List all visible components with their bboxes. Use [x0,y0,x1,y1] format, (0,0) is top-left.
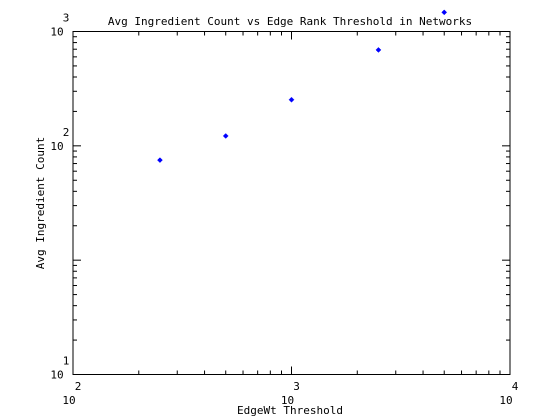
data-point [375,47,382,53]
x-tick-label: 10 [499,394,512,407]
y-tick-label: 10 [50,140,63,153]
data-point [222,133,229,139]
y-tick-label-exponent: 1 [63,355,70,368]
y-tick-label: 10 [50,26,63,39]
x-tick-label: 10 [281,394,294,407]
x-tick-label-exponent: 3 [293,380,300,393]
axis-ticks [72,31,510,375]
x-tick-label-exponent: 4 [512,380,519,393]
y-axis-label: Avg Ingredient Count [34,137,47,269]
data-points [157,9,448,163]
plot-area [72,31,511,375]
x-tick-label-exponent: 2 [75,380,82,393]
y-tick-label: 10 [50,369,63,382]
x-tick-label: 10 [62,394,75,407]
data-point [157,157,163,163]
y-tick-label-exponent: 3 [63,12,70,25]
data-point [288,96,295,103]
x-axis-label: EdgeWt Threshold [237,404,343,417]
chart-title: Avg Ingredient Count vs Edge Rank Thresh… [108,15,472,28]
data-point [441,9,448,16]
y-tick-label-exponent: 2 [63,126,70,139]
